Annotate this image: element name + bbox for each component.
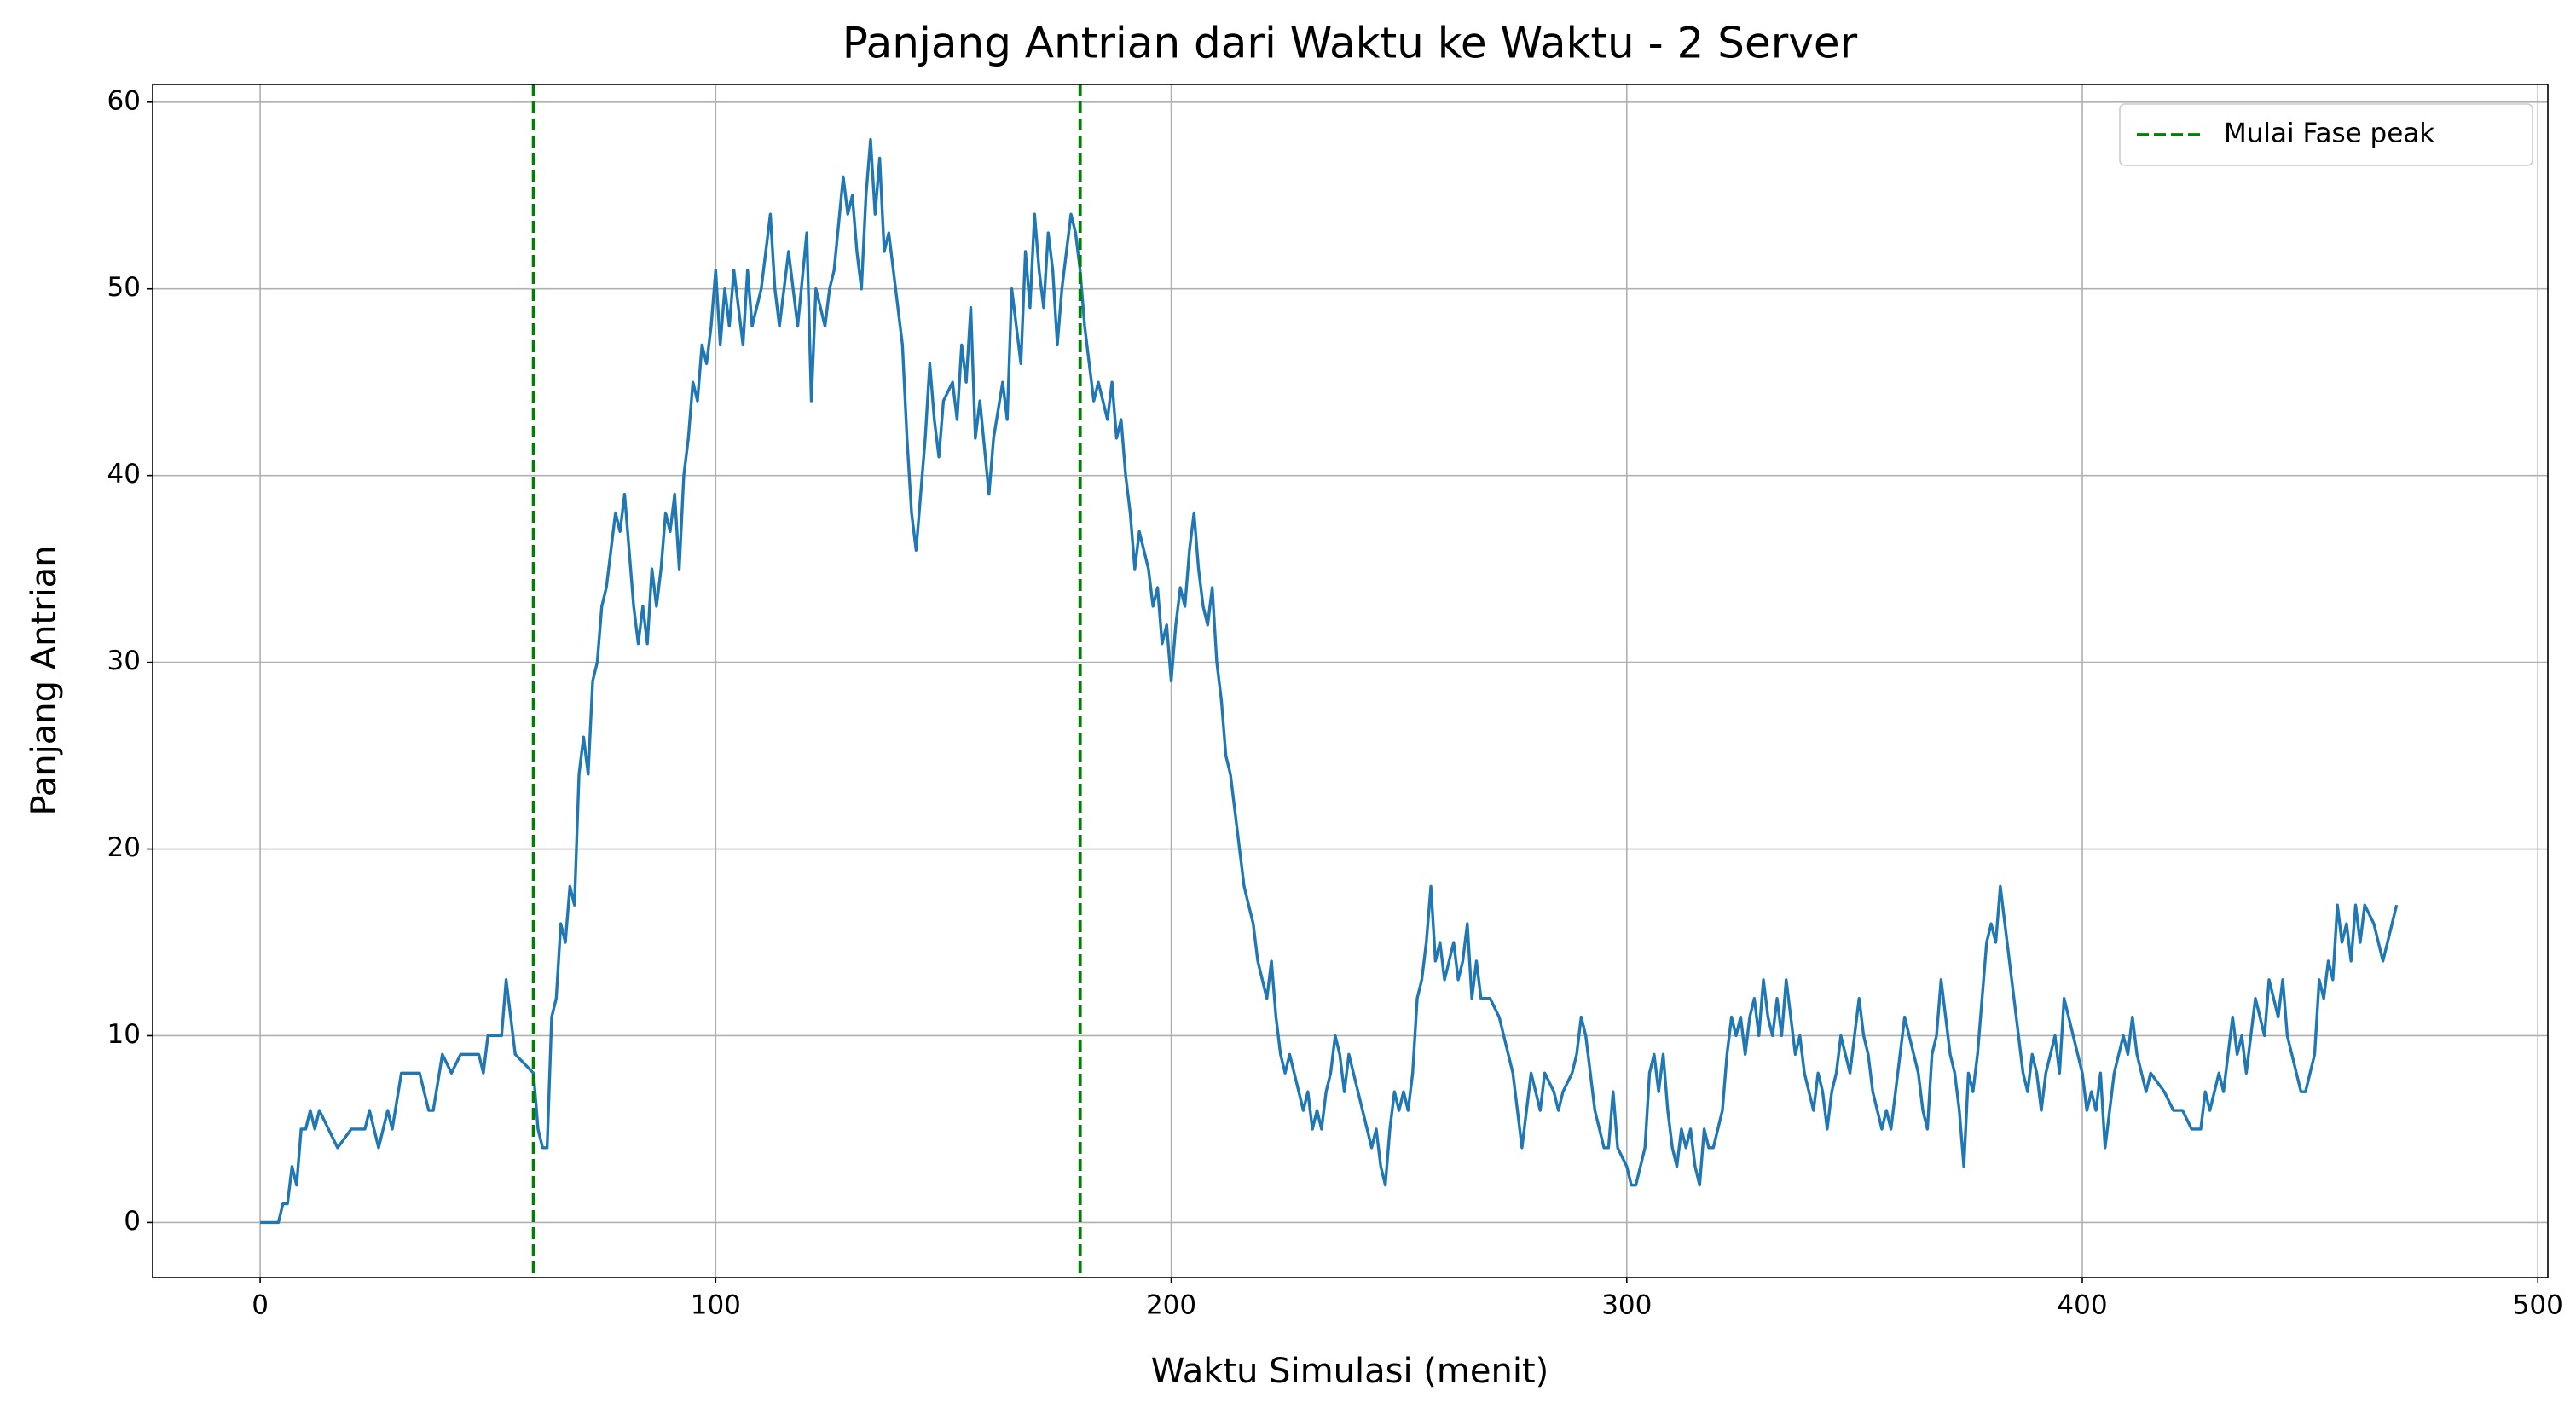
x-axis-label: Waktu Simulasi (menit)	[1151, 1352, 1548, 1391]
y-tick-label: 10	[107, 1019, 141, 1050]
y-axis-label: Panjang Antrian	[25, 545, 64, 815]
x-tick-label: 100	[691, 1290, 741, 1321]
x-tick-label: 0	[252, 1290, 269, 1321]
y-tick-label: 0	[124, 1206, 141, 1237]
plot-frame	[152, 84, 2549, 1278]
x-tick-label: 300	[1601, 1290, 1652, 1321]
y-tick-label: 60	[107, 85, 141, 116]
data-line	[260, 137, 2399, 1225]
x-tick-label: 400	[2057, 1290, 2107, 1321]
y-tick-label: 40	[107, 459, 141, 490]
x-tick-label: 500	[2513, 1290, 2563, 1321]
chart-title: Panjang Antrian dari Waktu ke Waktu - 2 …	[842, 19, 1858, 68]
y-tick-label: 20	[107, 832, 141, 863]
y-tick-label: 50	[107, 272, 141, 303]
y-tick-label: 30	[107, 646, 141, 676]
x-tick-label: 200	[1146, 1290, 1196, 1321]
legend-label: Mulai Fase peak	[2224, 119, 2434, 149]
legend-box	[2119, 103, 2533, 166]
